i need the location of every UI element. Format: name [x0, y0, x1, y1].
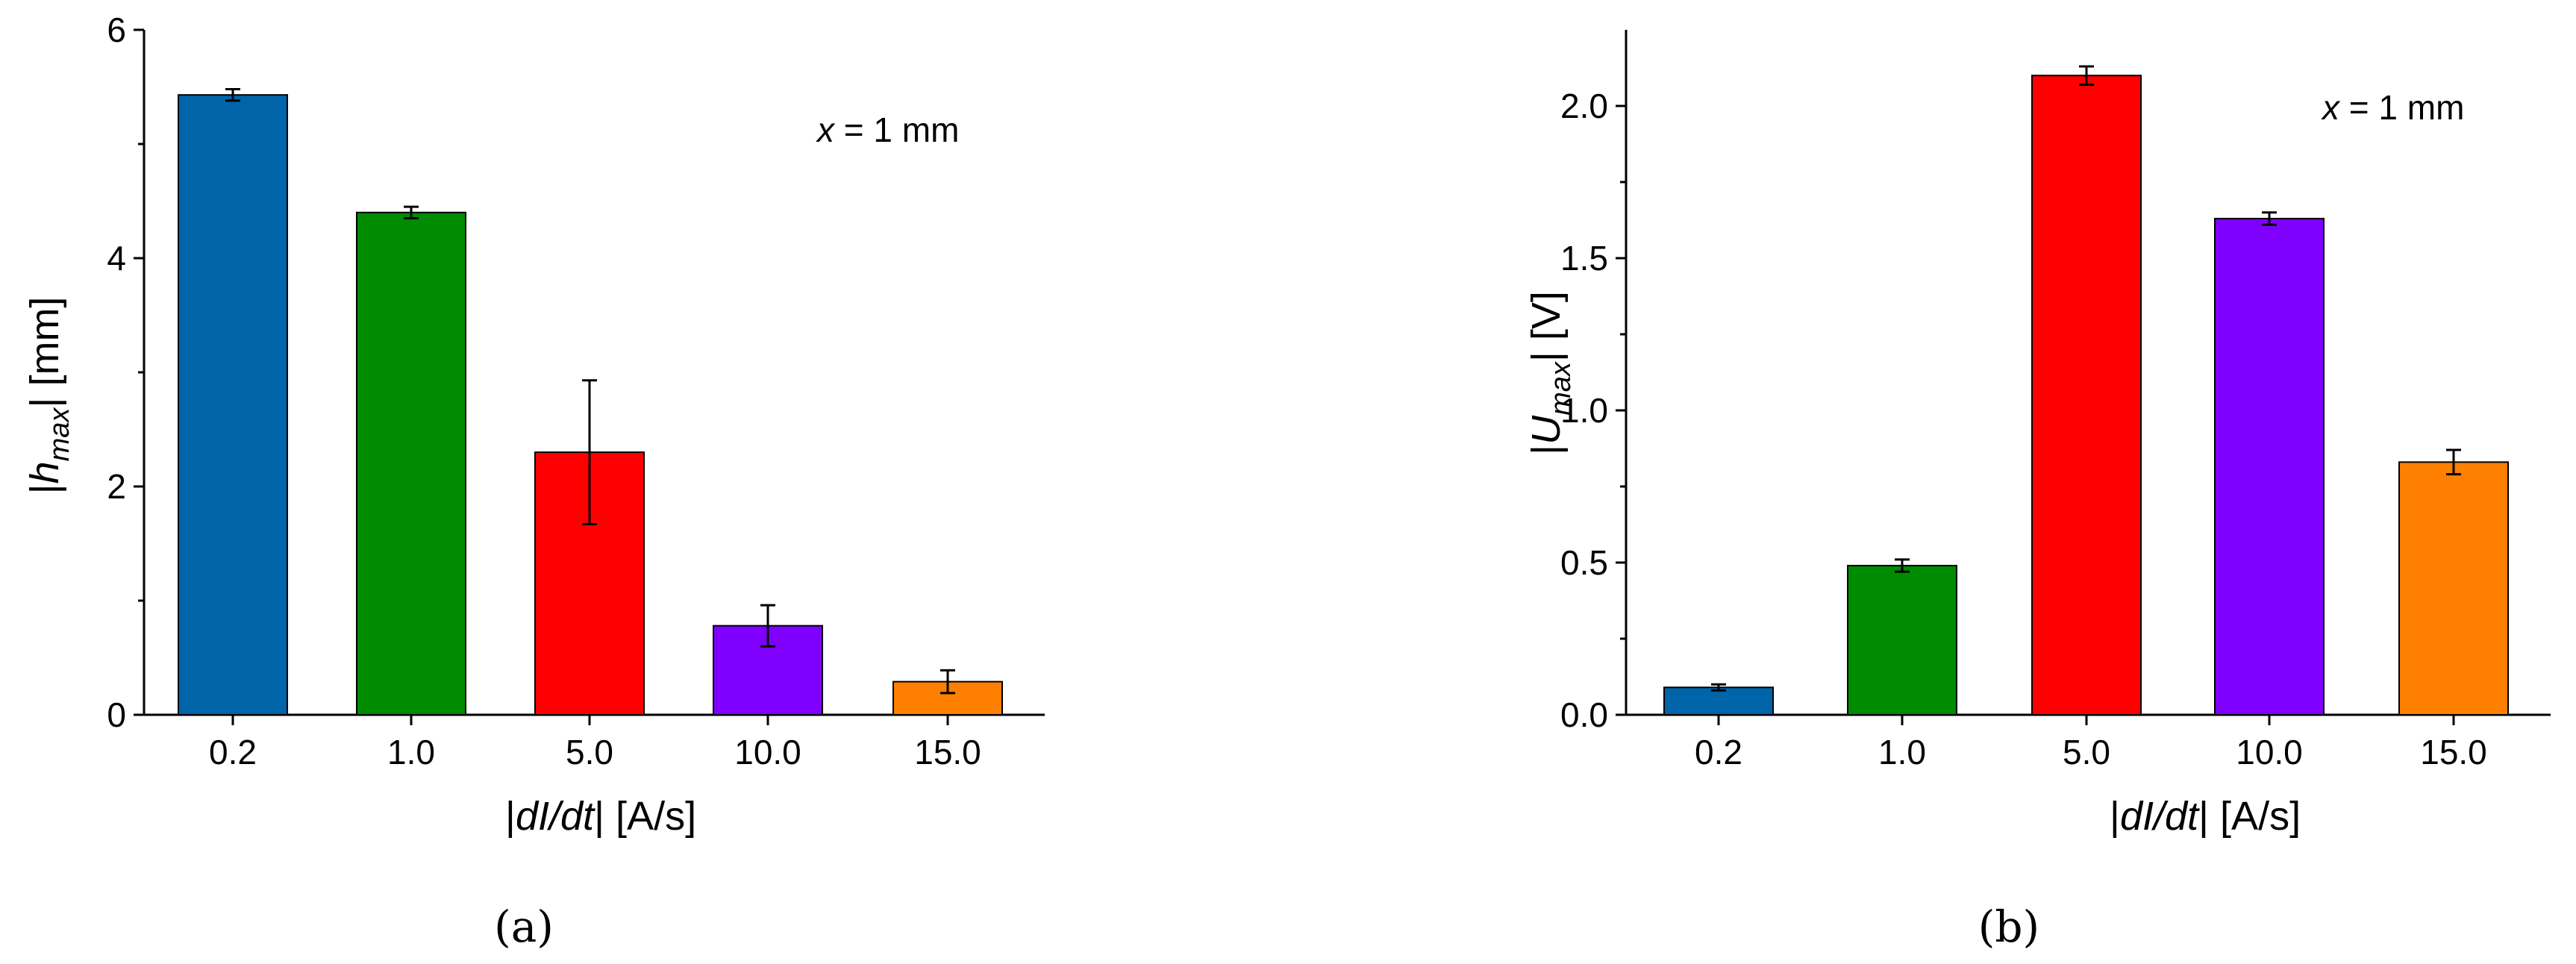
bar-b-10_0: [2214, 217, 2325, 716]
x-tick-label-a: 1.0: [387, 733, 435, 771]
x-tick-label-b: 0.2: [1695, 733, 1742, 771]
x-tick-label-a: 15.0: [914, 733, 981, 771]
annotation-b-var: x: [2321, 88, 2341, 127]
annotation-a: x = 1 mm: [816, 110, 959, 149]
y-tick-label-a: 6: [107, 10, 126, 49]
y-tick-label-b: 1.0: [1560, 391, 1608, 430]
annotation-b: x = 1 mm: [2321, 88, 2464, 127]
bar-b-1_0: [1847, 565, 1957, 716]
annotation-b-rest: = 1 mm: [2339, 88, 2464, 127]
y-tick-label-b: 1.5: [1560, 239, 1608, 278]
y-tick-label-a: 4: [107, 239, 126, 278]
panel-label-b: (b): [1978, 901, 2039, 952]
x-tick-label-b: 5.0: [2063, 733, 2110, 771]
panel-a: 0 2 4 6 0.2 1.0 5.0 10.0 15.0 x = 1 mm |hmax| [m…: [22, 10, 1045, 952]
x-tick-label-a: 0.2: [209, 733, 257, 771]
x-tick-label-b: 1.0: [1878, 733, 1926, 771]
y-tick-label-a: 2: [107, 467, 126, 506]
x-tick-label-b: 10.0: [2236, 733, 2303, 771]
x-tick-label-b: 15.0: [2420, 733, 2487, 771]
bar-chart-a: 0 2 4 6 0.2 1.0 5.0 10.0 15.0: [107, 10, 1045, 771]
panel-label-a: (a): [494, 901, 554, 952]
panel-b: 0.0 0.5 1.0 1.5 2.0 0.2 1.0 5.0 10.0 15.0 x = 1 m…: [1524, 30, 2551, 952]
x-tick-label-a: 10.0: [734, 733, 801, 771]
xlabel-b: |dI/dt| [A/s]: [2110, 794, 2301, 839]
x-tick-label-a: 5.0: [566, 733, 613, 771]
y-tick-label-b: 0.0: [1560, 695, 1608, 734]
bar-b-5_0: [2031, 75, 2142, 716]
bar-a-0_2: [178, 94, 288, 716]
annotation-a-rest: = 1 mm: [834, 110, 959, 149]
y-tick-label-b: 2.0: [1560, 87, 1608, 125]
y-tick-label-b: 0.5: [1560, 543, 1608, 582]
bar-a-1_0: [356, 211, 466, 716]
y-tick-label-a: 0: [107, 695, 126, 734]
annotation-a-var: x: [816, 110, 836, 149]
bar-chart-b: 0.0 0.5 1.0 1.5 2.0 0.2 1.0 5.0 10.0 15.0: [1560, 30, 2551, 771]
bar-b-15_0: [2398, 461, 2509, 716]
ylabel-b: |Umax| [V]: [1524, 291, 1577, 455]
xlabel-a: |dI/dt| [A/s]: [505, 794, 696, 839]
ylabel-a: |hmax| [mm]: [22, 297, 75, 495]
